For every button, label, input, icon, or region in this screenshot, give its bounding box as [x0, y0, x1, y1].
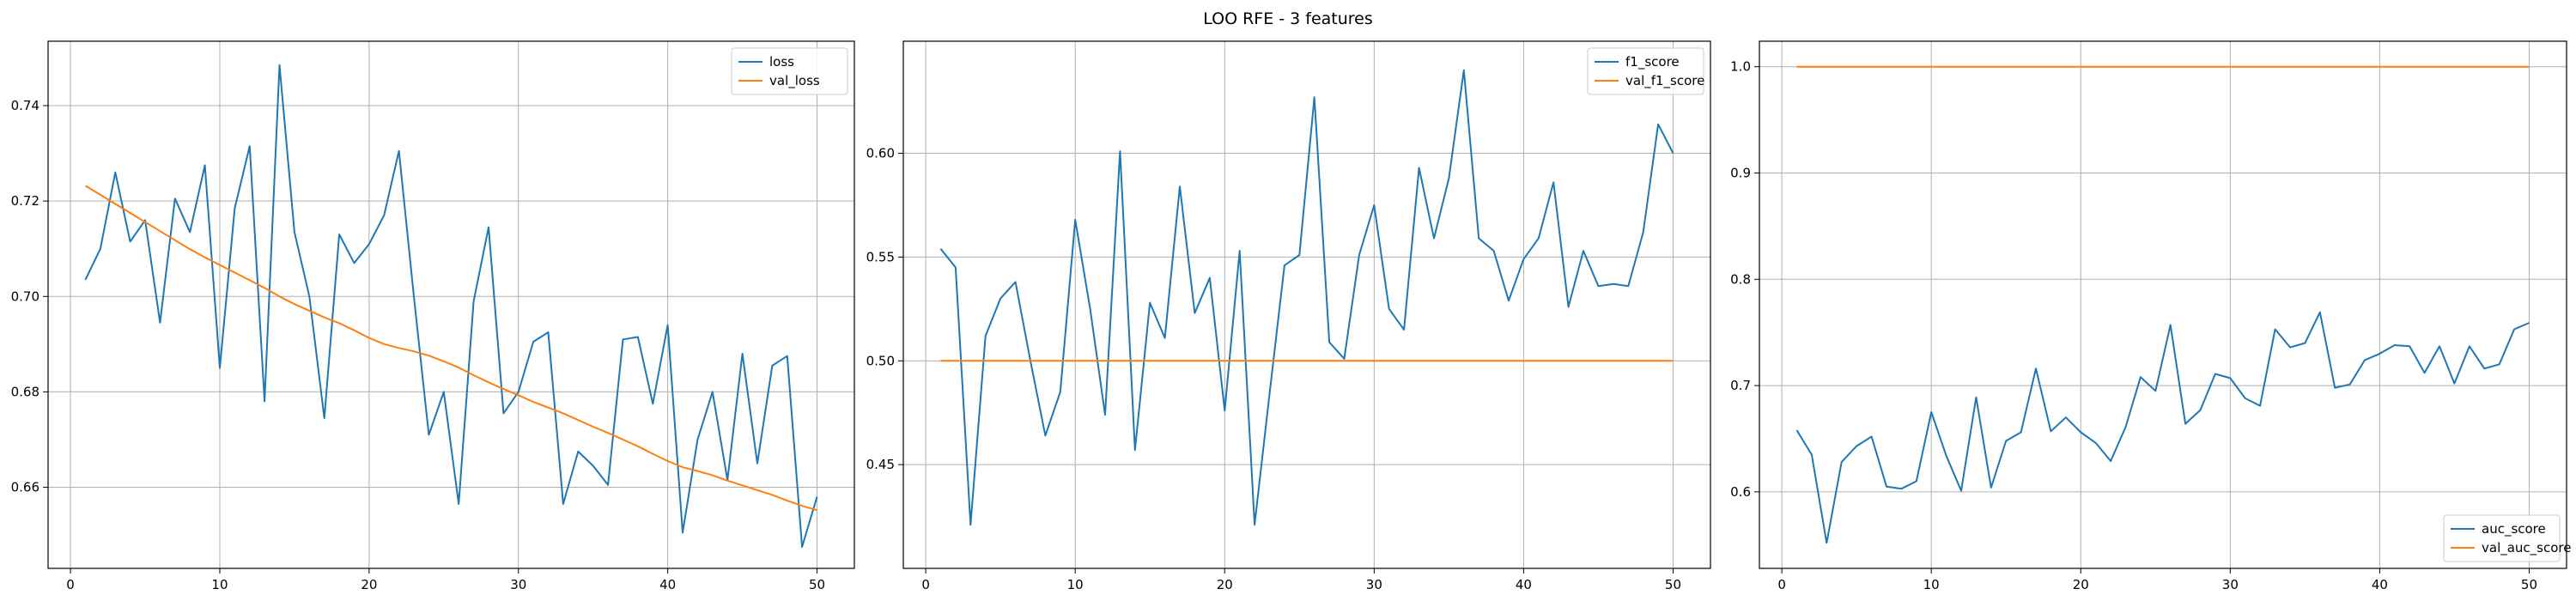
axes-frame [1759, 40, 2567, 569]
x-tick-label: 0 [1777, 577, 1786, 592]
y-tick-label: 0.8 [1730, 271, 1751, 287]
axes-frame [902, 40, 1711, 569]
figure-title: LOO RFE - 3 features [1203, 9, 1373, 28]
y-tick-label: 0.72 [11, 193, 39, 209]
y-tick-label: 0.7 [1730, 378, 1751, 393]
x-tick-label: 20 [1217, 577, 1233, 592]
y-tick-label: 0.45 [866, 457, 895, 472]
grid [48, 41, 854, 568]
legend-label-val_auc_score: val_auc_score [2482, 540, 2572, 556]
legend-box [2443, 514, 2561, 562]
legend-box [731, 47, 848, 95]
x-tick-label: 40 [1516, 577, 1532, 592]
x-tick-label: 10 [1923, 577, 1940, 592]
x-tick-label: 50 [2521, 577, 2537, 592]
x-tick-label: 0 [66, 577, 75, 592]
series-line-auc_score [1795, 311, 2530, 544]
legend-label-val_loss: val_loss [769, 73, 820, 89]
y-tick-label: 0.55 [866, 249, 895, 264]
legend-label-f1_score: f1_score [1625, 54, 1680, 70]
subplots: 0 10 20 30 40 500.660.680.700.720.74lossval_l… [11, 40, 2572, 592]
legend: f1_score val_f1_score [1587, 47, 1704, 95]
y-tick-label: 0.70 [11, 288, 39, 304]
y-tick-label: 0.60 [866, 146, 895, 161]
y-tick-label: 0.6 [1730, 484, 1751, 500]
y-tick-label: 0.9 [1730, 166, 1751, 181]
y-tick-label: 0.74 [11, 98, 39, 113]
x-tick-label: 30 [1366, 577, 1382, 592]
x-tick-label: 40 [2372, 577, 2388, 592]
x-tick-label: 30 [2222, 577, 2239, 592]
x-tick-label: 50 [1665, 577, 1681, 592]
x-tick-label: 40 [659, 577, 676, 592]
x-tick-label: 0 [921, 577, 930, 592]
subplot-3: 0 10 20 30 40 50 0.6 0.7 0.8 0.9 1.0 auc_score val_a… [1730, 40, 2572, 592]
series-line-f1_score [939, 69, 1674, 526]
subplot-1: 0 10 20 30 40 50 0.66 0.68 0.70 0.72 0.74 loss val_l… [11, 40, 855, 592]
x-tick-label: 10 [1067, 577, 1084, 592]
x-tick-label: 50 [809, 577, 825, 592]
legend: loss val_loss [731, 47, 848, 95]
y-tick-label: 0.66 [11, 480, 39, 495]
x-tick-label: 20 [361, 577, 377, 592]
legend-box [1587, 47, 1704, 95]
subplot-2: 0 10 20 30 40 50 0.45 0.50 0.55 0.60 f1_score val_f… [866, 40, 1711, 592]
legend-label-auc_score: auc_score [2482, 521, 2546, 537]
y-tick-label: 0.68 [11, 384, 39, 399]
legend-label-val_f1_score: val_f1_score [1625, 73, 1704, 89]
y-tick-label: 1.0 [1730, 59, 1751, 75]
x-tick-label: 10 [211, 577, 228, 592]
legend: auc_score val_auc_score [2443, 514, 2572, 562]
series-line-loss [84, 64, 818, 548]
legend-label-loss: loss [769, 54, 794, 70]
x-tick-label: 30 [510, 577, 526, 592]
axes-frame [47, 40, 855, 569]
x-tick-label: 20 [2073, 577, 2089, 592]
series-line-val_loss [84, 185, 817, 512]
y-tick-label: 0.50 [866, 353, 895, 368]
